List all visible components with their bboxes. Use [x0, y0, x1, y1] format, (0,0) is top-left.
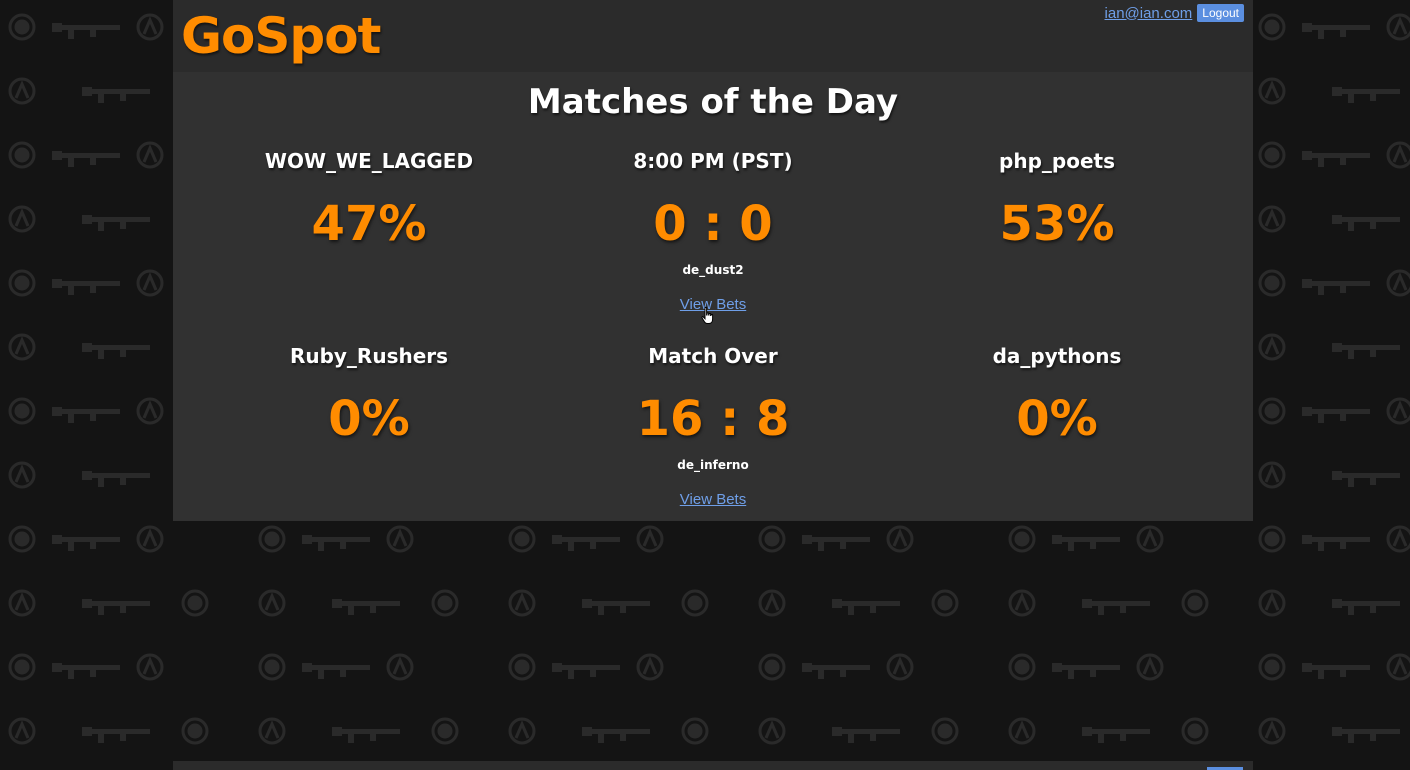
- match-status: Match Over: [648, 344, 778, 368]
- hand-cursor-icon: [701, 307, 714, 324]
- team-a-percentage: 0%: [328, 391, 410, 447]
- footer-panel-edge: [173, 761, 1253, 770]
- team-a-percentage: 47%: [311, 196, 427, 252]
- team-b-name: da_pythons: [992, 344, 1122, 368]
- user-email-link[interactable]: ian@ian.com: [1104, 4, 1193, 22]
- logo[interactable]: GoSpot: [181, 7, 381, 65]
- match-score: 16 : 8: [636, 391, 790, 447]
- user-area: ian@ian.com Logout: [1105, 4, 1244, 22]
- match-center: 8:00 PM (PST) 0 : 0 de_dust2 View Bets: [533, 148, 893, 313]
- team-a-name: Ruby_Rushers: [289, 344, 449, 368]
- logout-button[interactable]: Logout: [1197, 4, 1244, 22]
- match-status: 8:00 PM (PST): [633, 149, 793, 173]
- team-a: Ruby_Rushers 0%: [189, 343, 549, 449]
- header: GoSpot ian@ian.com Logout: [173, 0, 1253, 72]
- view-bets-link[interactable]: View Bets: [679, 296, 747, 313]
- match-score: 0 : 0: [653, 196, 773, 252]
- team-b-percentage: 53%: [999, 196, 1115, 252]
- team-b-name: php_poets: [999, 149, 1115, 173]
- match-card: Ruby_Rushers 0% Match Over 16 : 8 de_inf…: [173, 343, 1253, 533]
- match-card: WOW_WE_LAGGED 47% 8:00 PM (PST) 0 : 0 de…: [173, 148, 1253, 338]
- page-title: Matches of the Day: [527, 82, 899, 122]
- map-name: de_dust2: [682, 263, 744, 277]
- team-b: php_poets 53%: [877, 148, 1237, 254]
- main-panel: GoSpot ian@ian.com Logout Matches of the…: [173, 0, 1253, 521]
- match-center: Match Over 16 : 8 de_inferno View Bets: [533, 343, 893, 508]
- team-a-name: WOW_WE_LAGGED: [264, 149, 474, 173]
- view-bets-link[interactable]: View Bets: [679, 491, 747, 508]
- team-b-percentage: 0%: [1016, 391, 1098, 447]
- team-b: da_pythons 0%: [877, 343, 1237, 449]
- team-a: WOW_WE_LAGGED 47%: [189, 148, 549, 254]
- footer-button-edge: [1207, 767, 1243, 770]
- map-name: de_inferno: [677, 458, 749, 472]
